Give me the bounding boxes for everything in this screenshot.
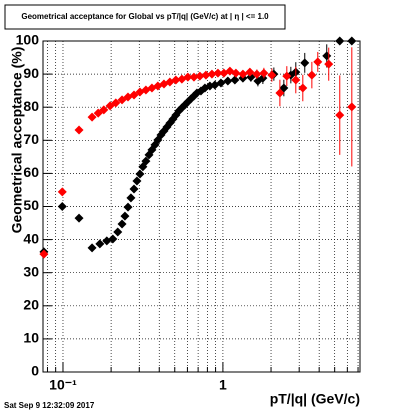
point: [99, 105, 109, 115]
point: [189, 72, 199, 82]
point: [335, 36, 345, 46]
point: [347, 102, 357, 112]
plot-frame: [42, 40, 361, 373]
point: [307, 70, 317, 80]
point: [87, 112, 97, 122]
point: [117, 219, 127, 229]
point: [74, 213, 84, 223]
point: [259, 68, 269, 78]
x-tick-label: 10⁻¹: [49, 377, 77, 393]
point: [207, 69, 217, 79]
point: [74, 125, 84, 135]
x-axis-label: pT/|q| (GeV/c): [270, 391, 360, 407]
point: [141, 156, 151, 166]
point: [126, 193, 136, 203]
point: [291, 75, 301, 85]
point: [245, 67, 255, 77]
point: [201, 70, 211, 80]
y-tick-label: 0: [31, 363, 39, 379]
point: [183, 72, 193, 82]
point: [252, 69, 262, 79]
point: [129, 184, 139, 194]
point: [135, 169, 145, 179]
y-tick-label: 80: [23, 98, 39, 114]
point: [282, 71, 292, 81]
point: [108, 234, 118, 244]
point: [275, 88, 285, 98]
point: [347, 36, 357, 46]
y-tick-label: 30: [23, 263, 39, 279]
point: [298, 83, 308, 93]
point: [195, 71, 205, 81]
point: [113, 227, 123, 237]
y-tick-label: 50: [23, 197, 39, 213]
point: [300, 58, 310, 68]
point: [324, 59, 334, 69]
point: [267, 70, 277, 80]
point: [120, 211, 130, 221]
point: [132, 176, 142, 186]
point: [57, 187, 67, 197]
chart-title: Geometrical acceptance for Global vs pT/…: [21, 12, 269, 21]
y-tick-label: 60: [23, 164, 39, 180]
footer-date: Sat Sep 9 12:32:09 2017: [4, 401, 95, 410]
point: [335, 110, 345, 120]
point: [171, 75, 181, 85]
y-axis-label: Geometrical acceptance (%): [9, 47, 25, 234]
x-tick-label: 1: [219, 377, 227, 393]
point: [313, 57, 323, 67]
y-tick-label: 20: [23, 297, 39, 313]
y-tick-label: 70: [23, 131, 39, 147]
point: [123, 202, 133, 212]
point: [87, 243, 97, 253]
point: [39, 249, 49, 259]
point: [231, 68, 241, 78]
point: [223, 76, 233, 86]
point: [216, 78, 226, 88]
y-tick-label: 10: [23, 330, 39, 346]
point: [213, 68, 223, 78]
y-tick-label: 100: [16, 32, 40, 48]
point: [111, 98, 121, 108]
y-tick-label: 40: [23, 230, 39, 246]
point: [57, 202, 67, 211]
y-tick-label: 90: [23, 65, 39, 81]
point: [95, 239, 105, 249]
title-box: [4, 4, 286, 30]
point: [230, 75, 240, 85]
point: [238, 69, 248, 79]
